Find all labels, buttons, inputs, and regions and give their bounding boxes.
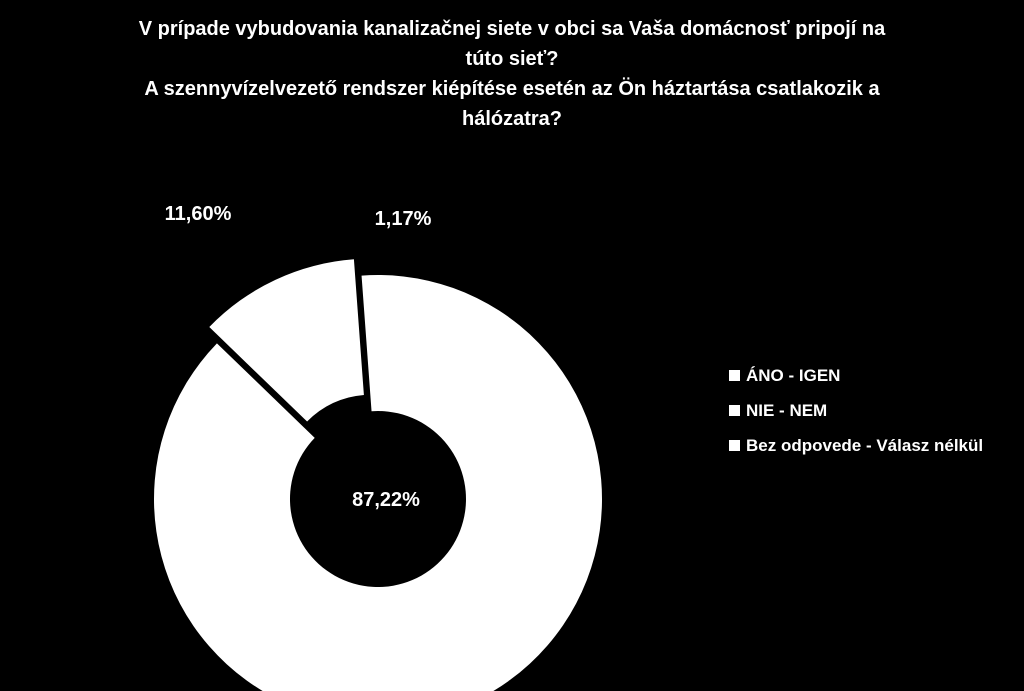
donut-slice-bez-odpovede-valasz-nelkul <box>361 275 378 412</box>
chart-title-line: V prípade vybudovania kanalizačnej siete… <box>138 18 886 40</box>
data-label-ano-igen: 87,22% <box>352 489 420 511</box>
legend-label: ÁNO - IGEN <box>746 366 841 385</box>
data-label-bez-odpovede-valasz-nelkul: 1,17% <box>375 208 432 230</box>
chart-title-line: túto sieť? <box>465 48 559 70</box>
legend-item-ano-igen: ÁNO - IGEN <box>729 366 983 385</box>
legend-label: Bez odpovede - Válasz nélkül <box>746 436 984 455</box>
legend-item-bez-odpovede-valasz-nelkul: Bez odpovede - Válasz nélkül <box>729 436 983 455</box>
legend-swatch <box>729 440 740 451</box>
chart-title: V prípade vybudovania kanalizačnej siete… <box>62 14 962 134</box>
chart-title-line: A szennyvízelvezető rendszer kiépítése e… <box>144 78 880 100</box>
legend-label: NIE - NEM <box>746 401 828 420</box>
donut-slice-ano-igen <box>154 275 602 691</box>
legend-item-nie-nem: NIE - NEM <box>729 401 983 420</box>
legend-swatch <box>729 370 740 381</box>
data-label-nie-nem: 11,60% <box>165 203 232 225</box>
chart-title-line: hálózatra? <box>461 108 563 130</box>
legend: ÁNO - IGEN NIE - NEM Bez odpovede - Válasz… <box>729 366 983 471</box>
donut-slice-nie-nem <box>209 259 364 422</box>
legend-swatch <box>729 405 740 416</box>
